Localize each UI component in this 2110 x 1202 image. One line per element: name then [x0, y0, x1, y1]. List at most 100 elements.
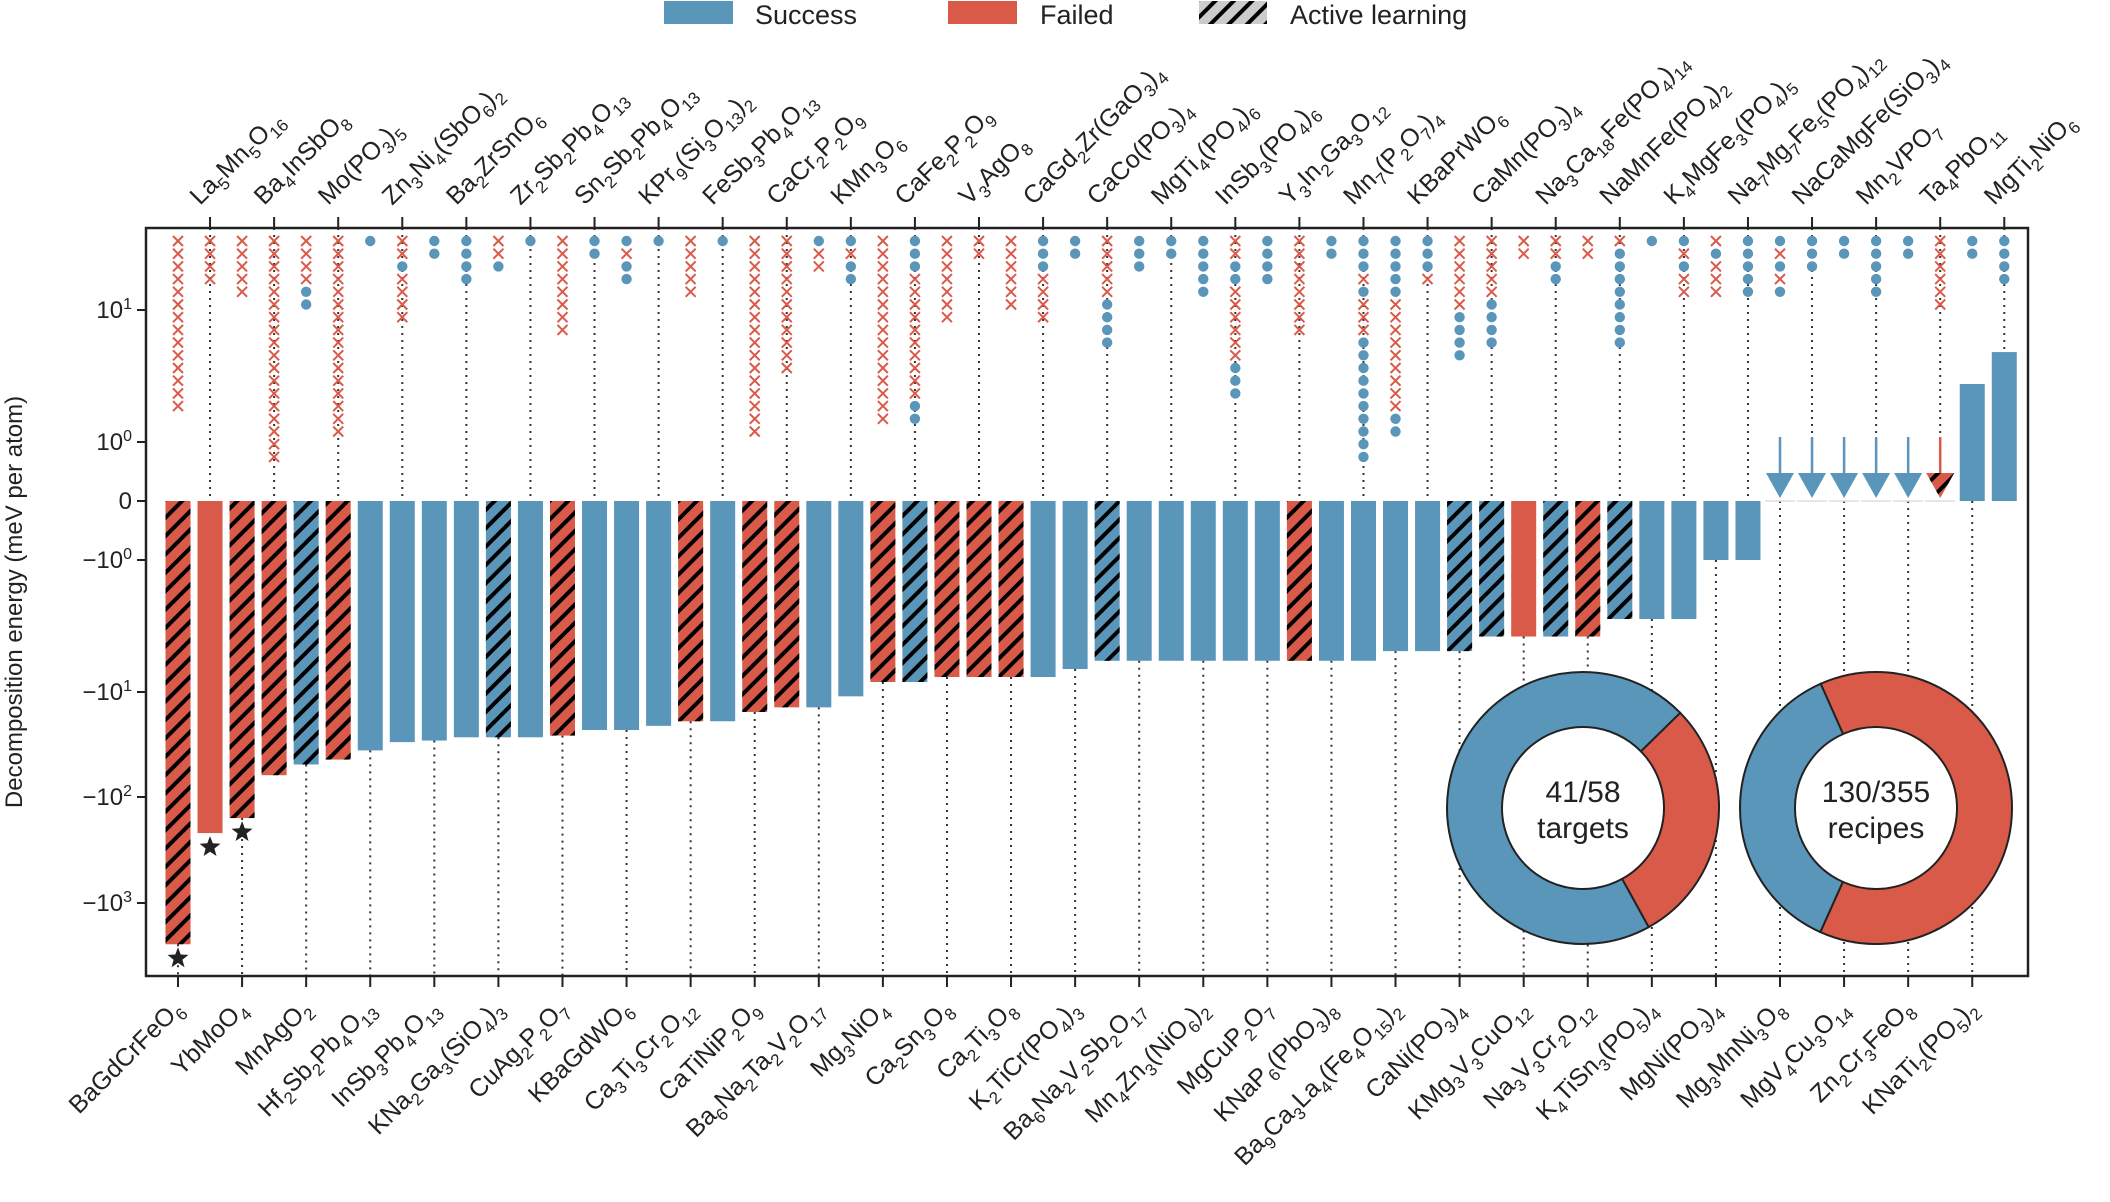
cross-stroke	[781, 273, 793, 285]
cross-stroke	[781, 311, 793, 323]
failed-recipe-cross	[973, 247, 985, 260]
success-recipe-dot	[1870, 248, 1882, 259]
success-recipe-dot	[1358, 375, 1369, 386]
cross-stroke	[749, 336, 761, 349]
failed-recipe-cross	[236, 260, 248, 273]
cross-stroke	[332, 400, 344, 412]
cross-stroke	[172, 235, 184, 247]
cross-stroke	[332, 273, 344, 285]
failed-recipe-cross	[1389, 349, 1402, 362]
failed-recipe-cross	[941, 247, 953, 260]
bar-hatch	[293, 501, 319, 765]
failed-recipe-cross	[1934, 298, 1946, 311]
failed-recipe-cross	[492, 235, 505, 247]
failed-recipe-cross	[1101, 260, 1113, 273]
cross-stroke	[1934, 247, 1946, 260]
cross-stroke	[268, 425, 280, 438]
failed-recipe-cross	[396, 273, 408, 285]
success-recipe-dot	[1390, 248, 1401, 259]
failed-recipe-cross	[1550, 247, 1562, 260]
failed-recipe-cross	[909, 374, 921, 387]
success-recipe-dot	[1358, 451, 1369, 463]
arrow-head	[1862, 473, 1891, 498]
donut-slice-failed	[1818, 671, 2013, 945]
failed-recipe-cross	[1934, 235, 1946, 247]
cross-stroke	[204, 273, 216, 285]
failed-recipe-cross	[1517, 247, 1530, 260]
cross-stroke	[1389, 349, 1402, 362]
legend: Success Failed Active learning	[664, 0, 1467, 30]
failed-recipe-cross	[332, 425, 344, 438]
failed-recipe-cross	[172, 362, 184, 374]
failed-recipe-cross	[300, 260, 312, 273]
success-recipe-dot	[1101, 337, 1113, 348]
failed-recipe-cross	[172, 400, 184, 412]
cross-stroke	[1485, 247, 1498, 260]
cross-stroke	[396, 235, 408, 247]
legend-label-active-learning: Active learning	[1290, 0, 1467, 30]
target-label-top: MgTi4(PO4)6	[1146, 94, 1265, 213]
bar	[421, 501, 447, 741]
cross-stroke	[268, 273, 280, 285]
cross-stroke	[268, 286, 280, 298]
failed-recipe-cross	[172, 324, 184, 336]
cross-stroke	[909, 298, 921, 311]
cross-stroke	[1517, 247, 1530, 260]
success-recipe-dot	[1134, 235, 1145, 247]
failed-recipe-cross	[332, 362, 344, 374]
success-recipe-dot	[1390, 261, 1401, 272]
failed-recipe-cross	[1229, 298, 1242, 311]
bar-hatch	[774, 501, 800, 708]
failed-recipe-cross	[909, 387, 921, 400]
failed-recipe-cross	[909, 349, 921, 362]
cross-stroke	[172, 260, 184, 273]
cross-stroke	[236, 273, 248, 285]
star-icon	[167, 947, 189, 968]
cross-stroke	[749, 298, 761, 311]
cross-stroke	[749, 425, 761, 438]
failed-recipe-cross	[1389, 362, 1402, 374]
failed-recipe-cross	[877, 400, 889, 412]
bar	[1991, 352, 2017, 501]
cross-stroke	[1101, 273, 1113, 285]
bar	[1126, 501, 1152, 661]
success-recipe-dot	[813, 235, 824, 247]
success-recipe-dot	[1550, 261, 1561, 272]
success-recipe-dot	[1422, 261, 1433, 272]
failed-recipe-cross	[396, 311, 408, 323]
success-recipe-dot	[1806, 261, 1818, 272]
cross-stroke	[749, 311, 761, 323]
failed-recipe-cross	[268, 362, 280, 374]
success-recipe-dot	[589, 235, 600, 247]
cross-stroke	[172, 247, 184, 260]
cross-stroke	[1293, 235, 1306, 247]
failed-recipe-cross	[332, 387, 344, 400]
failed-recipe-cross	[620, 247, 633, 260]
y-tick-label: −100	[82, 546, 132, 574]
success-recipe-dot	[1710, 248, 1722, 259]
failed-recipe-cross	[1101, 235, 1113, 247]
success-recipe-dot	[845, 261, 857, 272]
failed-recipe-cross	[1389, 400, 1402, 412]
target-label-bottom: Ba6Na2Ta2V2O17	[681, 994, 833, 1146]
failed-recipe-cross	[941, 260, 953, 273]
failed-recipe-cross	[268, 260, 280, 273]
failed-recipe-cross	[1389, 298, 1402, 311]
cross-stroke	[1389, 311, 1402, 323]
cross-stroke	[909, 349, 921, 362]
cross-stroke	[204, 247, 216, 260]
success-recipe-dot	[397, 261, 408, 272]
cross-stroke	[1614, 235, 1626, 247]
cross-stroke	[556, 260, 569, 273]
cross-stroke	[1229, 324, 1242, 336]
success-recipe-dot	[909, 248, 921, 259]
failed-recipe-cross	[845, 247, 857, 260]
cross-stroke	[781, 298, 793, 311]
failed-recipe-cross	[300, 273, 312, 285]
bar	[1735, 501, 1761, 560]
cross-stroke	[332, 324, 344, 336]
failed-recipe-cross	[1357, 324, 1370, 336]
y-axis-title: Decomposition energy (meV per atom)	[1, 396, 28, 808]
failed-recipe-cross	[1005, 286, 1017, 298]
